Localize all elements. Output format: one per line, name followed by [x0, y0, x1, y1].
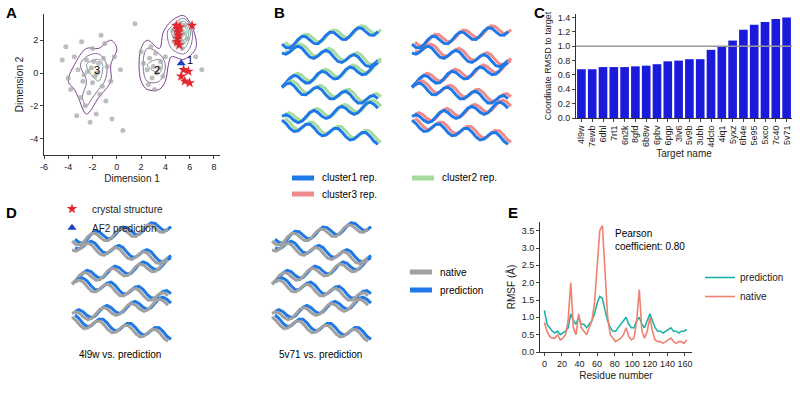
svg-text:Dimension 2: Dimension 2: [14, 56, 25, 112]
svg-text:-2: -2: [89, 162, 97, 172]
svg-text:-4: -4: [30, 134, 38, 144]
svg-text:0: 0: [33, 68, 38, 78]
svg-text:crystal structure: crystal structure: [92, 204, 163, 215]
svg-text:Target name: Target name: [656, 148, 712, 159]
svg-text:8gfd: 8gfd: [630, 126, 640, 144]
svg-text:4: 4: [163, 162, 168, 172]
svg-text:prediction: prediction: [440, 285, 483, 296]
svg-text:5yxz: 5yxz: [728, 125, 738, 144]
svg-text:5v9b: 5v9b: [684, 126, 694, 146]
svg-text:cluster2 rep.: cluster2 rep.: [442, 172, 497, 183]
svg-text:Dimension 1: Dimension 1: [104, 173, 160, 184]
svg-text:7rt1: 7rt1: [609, 126, 619, 142]
svg-text:native: native: [440, 267, 467, 278]
svg-text:6pbv: 6pbv: [652, 125, 662, 145]
svg-text:2: 2: [33, 35, 38, 45]
svg-text:3ubh: 3ubh: [695, 126, 705, 146]
svg-text:1.4: 1.4: [558, 13, 571, 23]
svg-text:5v71: 5v71: [782, 126, 792, 146]
svg-text:80: 80: [610, 359, 620, 369]
svg-text:3.5: 3.5: [522, 226, 535, 236]
svg-text:100: 100: [625, 359, 640, 369]
svg-text:C: C: [534, 4, 545, 21]
svg-text:0.8: 0.8: [558, 56, 571, 66]
svg-text:4l9w vs. prediction: 4l9w vs. prediction: [79, 349, 161, 360]
svg-text:140: 140: [660, 359, 675, 369]
svg-text:120: 120: [642, 359, 657, 369]
svg-text:6n2k: 6n2k: [620, 125, 630, 145]
svg-text:2.5: 2.5: [522, 260, 535, 270]
svg-text:5e95: 5e95: [749, 126, 759, 146]
svg-text:B: B: [274, 4, 285, 21]
svg-text:0.2: 0.2: [558, 99, 571, 109]
svg-text:0.0: 0.0: [558, 113, 571, 123]
svg-text:5xco: 5xco: [760, 126, 770, 145]
svg-text:1.0: 1.0: [558, 41, 571, 51]
svg-text:native: native: [740, 291, 767, 302]
svg-text:Coordinate RMSD to target: Coordinate RMSD to target: [543, 11, 553, 120]
svg-text:A: A: [6, 4, 17, 21]
svg-text:cluster3 rep.: cluster3 rep.: [322, 189, 377, 200]
svg-text:0.6: 0.6: [558, 70, 571, 80]
svg-text:3lv6: 3lv6: [674, 126, 684, 143]
svg-text:4l9w: 4l9w: [576, 125, 586, 144]
svg-text:-2: -2: [30, 101, 38, 111]
svg-text:1: 1: [187, 54, 193, 66]
svg-text:3: 3: [94, 64, 100, 76]
svg-text:2.0: 2.0: [522, 278, 535, 288]
svg-text:0.4: 0.4: [558, 84, 571, 94]
svg-text:1.0: 1.0: [522, 312, 535, 322]
svg-text:E: E: [508, 204, 518, 221]
svg-text:AF2 prediction: AF2 prediction: [92, 223, 156, 234]
svg-text:6dhl: 6dhl: [598, 126, 608, 143]
svg-text:1.5: 1.5: [522, 295, 535, 305]
svg-text:6h4e: 6h4e: [738, 126, 748, 146]
svg-text:4iq1: 4iq1: [717, 126, 727, 143]
svg-text:8: 8: [211, 162, 216, 172]
svg-text:D: D: [6, 204, 17, 221]
svg-text:2: 2: [139, 162, 144, 172]
svg-text:0: 0: [114, 162, 119, 172]
svg-text:6b8w: 6b8w: [641, 125, 651, 147]
svg-text:7ewb: 7ewb: [587, 126, 597, 148]
svg-text:6: 6: [187, 162, 192, 172]
svg-text:5v71 vs. prediction: 5v71 vs. prediction: [279, 349, 362, 360]
svg-text:40: 40: [575, 359, 585, 369]
svg-text:cluster1 rep.: cluster1 rep.: [322, 172, 377, 183]
svg-text:20: 20: [557, 359, 567, 369]
svg-text:Residue number: Residue number: [579, 370, 653, 381]
svg-text:0: 0: [542, 359, 547, 369]
svg-text:0.0: 0.0: [522, 347, 535, 357]
svg-text:3.0: 3.0: [522, 243, 535, 253]
svg-text:6pgp: 6pgp: [663, 126, 673, 146]
svg-text:4dcto: 4dcto: [706, 126, 716, 148]
svg-text:7c40: 7c40: [771, 126, 781, 146]
svg-text:1.2: 1.2: [558, 27, 571, 37]
svg-text:-4: -4: [64, 162, 72, 172]
svg-text:60: 60: [592, 359, 602, 369]
svg-text:-6: -6: [40, 162, 48, 172]
svg-text:RMSF (Å): RMSF (Å): [505, 265, 517, 309]
svg-text:0.5: 0.5: [522, 330, 535, 340]
svg-text:prediction: prediction: [740, 272, 783, 283]
svg-text:160: 160: [677, 359, 692, 369]
svg-text:Pearsoncoefficient: 0.80: Pearsoncoefficient: 0.80: [615, 228, 685, 252]
svg-text:2: 2: [154, 64, 160, 76]
